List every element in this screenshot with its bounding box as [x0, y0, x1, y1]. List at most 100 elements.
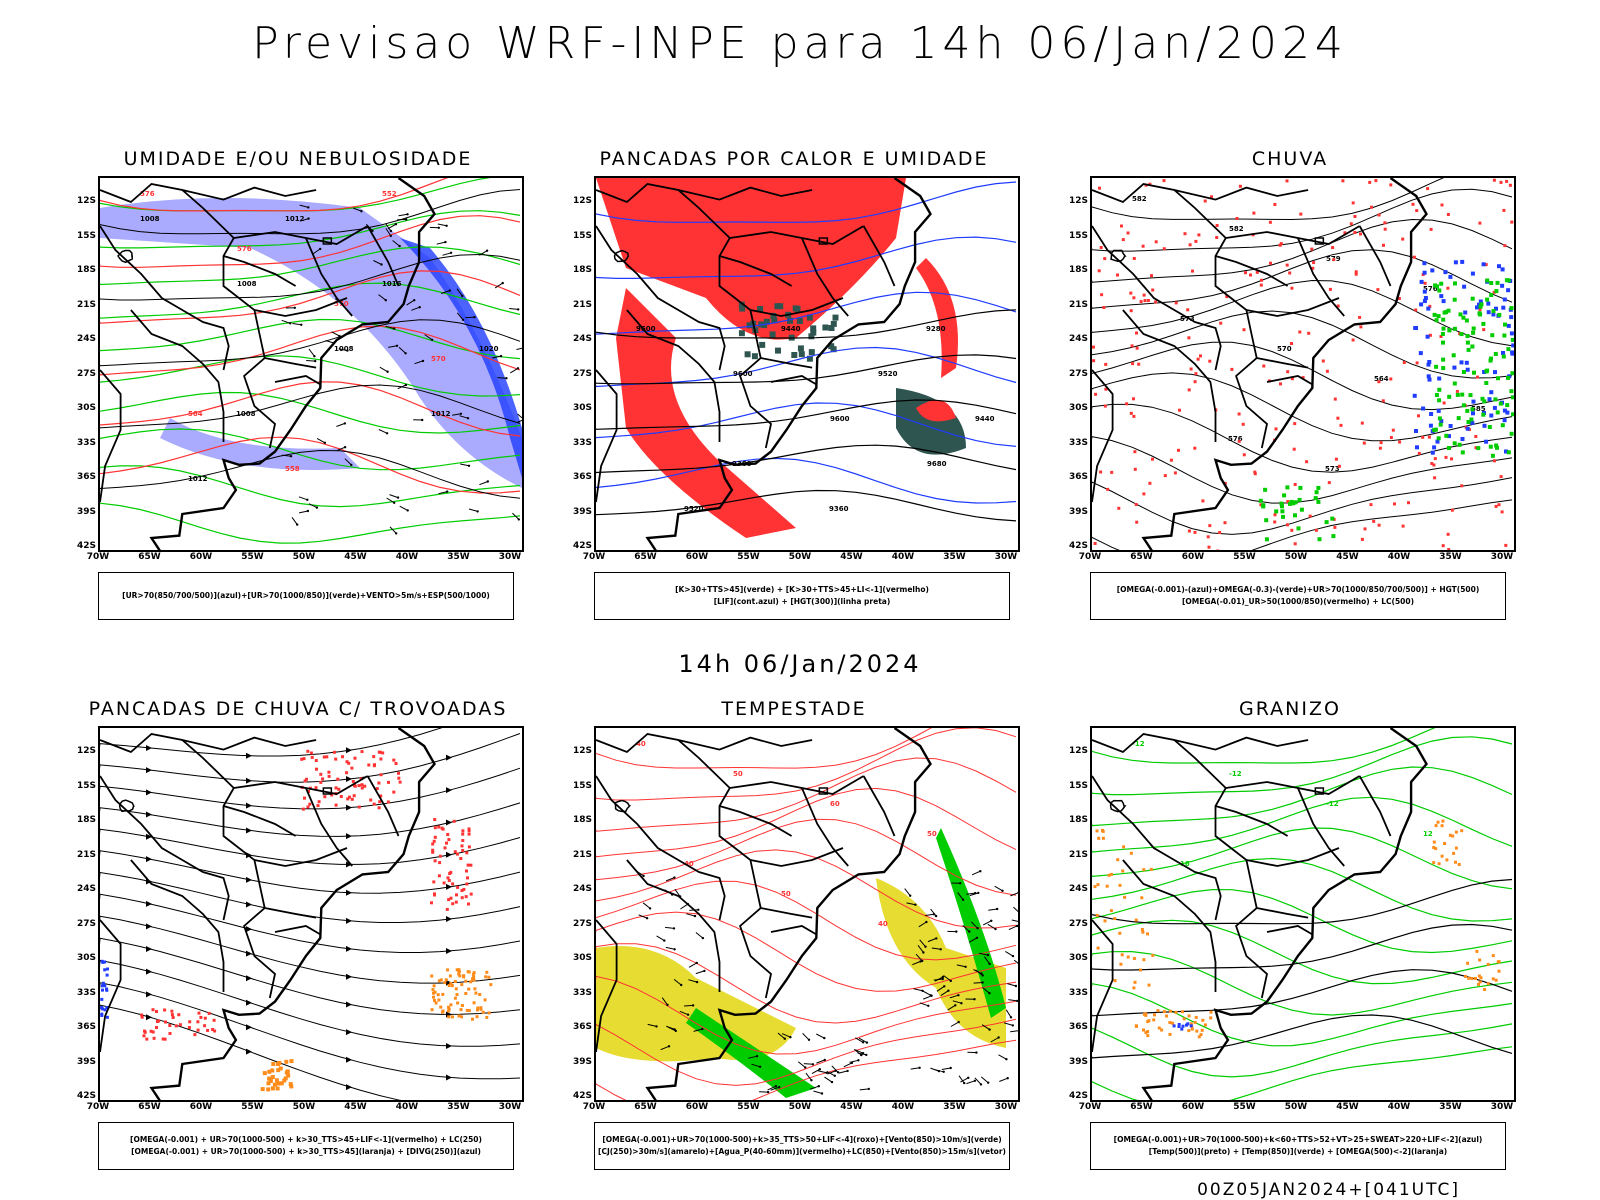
contour-line — [596, 457, 1017, 504]
lon-tick-label: 40W — [395, 1102, 419, 1112]
wind-vector — [843, 1062, 853, 1068]
cell — [199, 1015, 203, 1019]
cell — [279, 1081, 284, 1086]
wind-vector-head — [360, 210, 363, 213]
cell — [447, 898, 451, 902]
cell — [1494, 504, 1498, 508]
wind-vector — [281, 454, 292, 457]
cell — [1486, 310, 1491, 315]
streamline-arrow — [346, 945, 352, 952]
streamline-arrow — [446, 787, 452, 794]
contour-line — [1092, 477, 1513, 535]
wind-vector — [810, 1085, 819, 1090]
wind-vector — [1005, 950, 1014, 957]
lat-tick-label: 15S — [1068, 230, 1088, 241]
lat-tick-label: 21S — [1068, 299, 1088, 310]
cell — [1132, 397, 1135, 401]
wind-vector-head — [405, 218, 408, 221]
contour-line — [596, 402, 1017, 447]
contour-line — [100, 253, 521, 301]
cell — [1107, 873, 1111, 877]
wind-vector-head — [517, 518, 520, 521]
state-border — [678, 186, 813, 201]
cell — [448, 974, 452, 978]
lon-tick-label: 50W — [1284, 552, 1308, 562]
lat-tick-label: 15S — [1068, 780, 1088, 791]
wind-vector-head — [398, 244, 401, 248]
wind-vector-head — [755, 1055, 759, 1058]
cell — [337, 787, 341, 791]
streamline — [100, 1004, 402, 1100]
cell — [1474, 446, 1478, 450]
wind-vector-head — [319, 247, 322, 251]
cell — [1423, 296, 1428, 300]
wind-vector — [1011, 919, 1018, 922]
cell — [1194, 239, 1198, 243]
cell — [1177, 1025, 1181, 1028]
cell — [437, 998, 441, 1002]
wind-vector — [680, 903, 689, 910]
cell — [1130, 344, 1134, 348]
contour-line — [596, 849, 1017, 929]
cell — [1423, 281, 1427, 285]
cell — [469, 980, 473, 984]
cell — [1148, 182, 1152, 186]
cell — [1481, 321, 1486, 326]
lat-tick-label: 42S — [1068, 541, 1088, 551]
wind-vector-head — [988, 1028, 991, 1031]
cell — [1502, 297, 1507, 302]
cell — [1142, 868, 1146, 872]
cell — [1341, 179, 1345, 183]
cell — [1453, 281, 1457, 286]
contour-line — [100, 178, 449, 212]
wind-vector-head — [306, 498, 309, 501]
cell — [372, 802, 376, 806]
cell — [478, 993, 482, 996]
wind-vector-head — [350, 463, 353, 467]
lon-tick-label: 35W — [447, 552, 470, 562]
cell — [1422, 270, 1427, 275]
cell — [1142, 293, 1146, 297]
streamline-arrow — [246, 975, 252, 982]
cell — [1439, 281, 1444, 286]
cell — [1498, 401, 1503, 406]
cell — [1273, 513, 1277, 517]
lat-tick-label: 27S — [76, 918, 96, 929]
lat-tick-label: 39S — [572, 1056, 592, 1067]
cell — [262, 1071, 267, 1076]
lon-tick-label: 45W — [1336, 1102, 1359, 1112]
wind-vector — [665, 946, 675, 950]
cell — [1255, 270, 1259, 274]
cell — [1476, 446, 1481, 451]
cell — [473, 987, 477, 991]
contour-line — [596, 728, 933, 769]
cell — [1432, 445, 1437, 450]
contour-label: 40 — [684, 860, 694, 868]
wind-vector-head — [385, 432, 389, 435]
cell — [1268, 220, 1272, 224]
cell — [1305, 460, 1309, 464]
cell — [1116, 858, 1120, 862]
lat-tick-label: 42S — [1068, 1091, 1088, 1101]
cell — [1258, 498, 1263, 503]
streamline-arrow — [446, 1043, 452, 1050]
cell — [431, 988, 435, 992]
cell — [1511, 343, 1514, 348]
lat-tick-label: 24S — [572, 884, 592, 894]
state-border — [366, 775, 400, 837]
cell — [1100, 293, 1104, 297]
cell — [188, 1020, 192, 1024]
wind-vector — [826, 1071, 836, 1077]
legend-line: [OMEGA(-0.001)+UR>70(1000-500)+k>35_TTS>… — [602, 1135, 1002, 1144]
wind-vector-head — [774, 1085, 778, 1088]
cell — [1433, 457, 1437, 461]
state-border — [750, 297, 844, 317]
wind-vector — [994, 885, 1003, 892]
lat-tick-label: 42S — [572, 541, 592, 551]
cell — [1448, 424, 1453, 428]
state-border — [264, 907, 317, 919]
cell — [439, 1005, 443, 1009]
cell — [1193, 446, 1197, 450]
wind-vector — [436, 241, 446, 245]
lat-tick-label: 36S — [1068, 1022, 1088, 1032]
